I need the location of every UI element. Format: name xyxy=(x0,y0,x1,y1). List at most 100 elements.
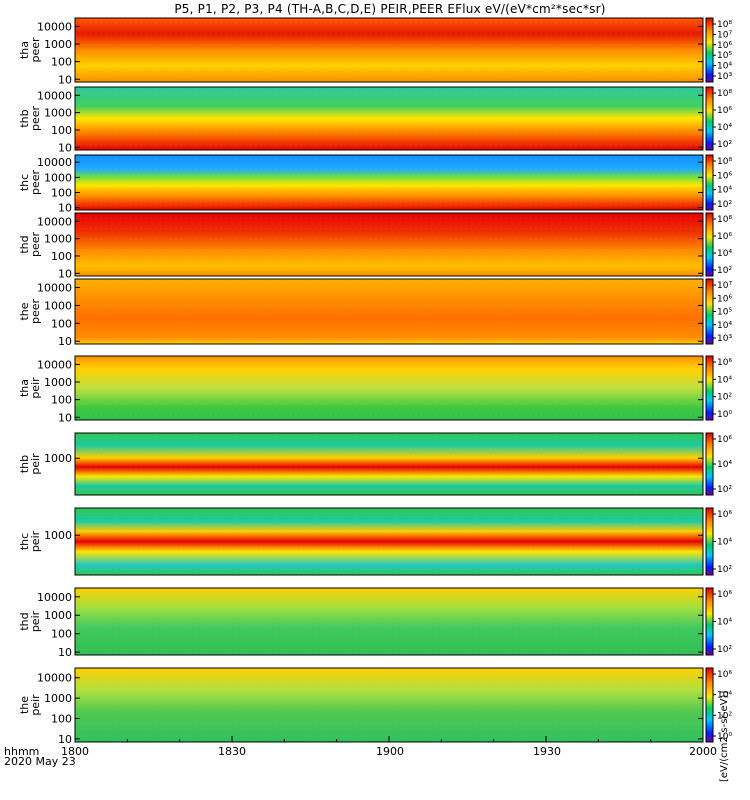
panel-label-the-peer: thepeer xyxy=(18,299,42,325)
y-tick-label: 1000 xyxy=(44,299,72,312)
y-tick-label: 10000 xyxy=(37,591,72,604)
panel-label-thd-peer: thdpeer xyxy=(18,232,42,258)
colorbar-the-peir xyxy=(705,667,714,743)
time-axis-label: hhmm xyxy=(4,745,40,758)
panel-frame xyxy=(74,355,704,421)
panel-label-thc-peer: thcpeer xyxy=(18,170,42,196)
colorbar-thd-peir xyxy=(705,587,714,656)
panel-label-probe: thc xyxy=(18,174,31,191)
panel-label-probe: thd xyxy=(18,612,31,630)
spectrogram-thc-peir xyxy=(75,508,703,575)
colorbar-tick-label: 10⁶ xyxy=(717,171,732,181)
y-tick-label: 10 xyxy=(58,202,72,215)
panel-label-probe: tha xyxy=(18,41,31,59)
colorbar-tick-label: 10⁷ xyxy=(717,30,732,40)
panel-label-probe: tha xyxy=(18,379,31,397)
spectrogram-thd-peir xyxy=(75,588,703,655)
panel-label-probe: the xyxy=(18,302,31,320)
y-tick-label: 1000 xyxy=(44,609,72,622)
colorbar-tick-label: 10³ xyxy=(717,334,732,344)
colorbar-tick-label: 10² xyxy=(717,485,732,495)
spectrogram-the-peer xyxy=(75,279,703,344)
panel-label-thb-peer: thbpeer xyxy=(18,106,42,132)
colorbar-tick-label: 10⁴ xyxy=(717,62,732,72)
y-tick-label: 10 xyxy=(58,73,72,86)
colorbar-thd-peer xyxy=(705,212,714,277)
colorbar-tha-peir xyxy=(705,355,714,421)
panel-frame xyxy=(74,17,704,83)
panel-frame xyxy=(74,154,704,211)
x-tick-label-0: 1800 xyxy=(61,745,89,758)
colorbar-tick-label: 10⁸ xyxy=(717,89,732,99)
colorbar-tick-label: 10² xyxy=(717,565,732,575)
colorbar-thc-peer xyxy=(705,154,714,211)
colorbar-tick-label: 10⁴ xyxy=(717,460,732,470)
colorbar-tick-label: 10⁴ xyxy=(717,249,732,259)
spectrogram-thb-peir xyxy=(75,433,703,495)
panel-label-probe: the xyxy=(18,696,31,714)
y-tick-label: 1000 xyxy=(44,452,72,465)
spectrogram-thd-peer xyxy=(75,213,703,276)
colorbar-tick-label: 10⁶ xyxy=(717,435,732,445)
panel-label-product: peir xyxy=(29,694,42,716)
y-tick-label: 10 xyxy=(58,411,72,424)
colorbar-tick-label: 10⁶ xyxy=(717,294,732,304)
date-label: 2020 May 23 xyxy=(4,755,76,768)
panel-label-probe: thd xyxy=(18,235,31,253)
panel-thc-peer: 10000 1000 100 10 thcpeer 10⁸ 10⁶ 10⁴ 10² xyxy=(18,154,732,215)
chart-title: P5, P1, P2, P3, P4 (TH-A,B,C,D,E) PEIR,P… xyxy=(174,2,606,16)
y-tick-label: 10000 xyxy=(37,20,72,33)
y-tick-label: 10 xyxy=(58,646,72,659)
y-tick-label: 1000 xyxy=(44,233,72,246)
panel-label-product: peer xyxy=(29,299,42,325)
colorbar-tick-label: 10⁴ xyxy=(717,321,732,331)
colorbar-tick-label: 10⁶ xyxy=(717,232,732,242)
spectrogram-the-peir xyxy=(75,668,703,742)
panel-label-product: peer xyxy=(29,232,42,258)
colorbar-tick-label: 10⁶ xyxy=(717,358,732,368)
spectrogram-tha-peer xyxy=(75,18,703,82)
x-tick-label-4: 2000 xyxy=(689,745,717,758)
colorbar-tick-label: 10⁴ xyxy=(717,691,732,701)
panel-label-thd-peir: thdpeir xyxy=(18,610,42,632)
colorbar-tick-label: 10⁸ xyxy=(717,20,732,30)
panel-label-tha-peir: thapeir xyxy=(18,377,42,399)
colorbar-tick-label: 10² xyxy=(717,266,732,276)
y-tick-label: 100 xyxy=(51,628,72,641)
spectrogram-tha-peir xyxy=(75,356,703,420)
panel-label-tha-peer: thapeer xyxy=(18,37,42,63)
y-tick-label: 100 xyxy=(51,124,72,137)
y-tick-label: 10000 xyxy=(37,358,72,371)
colorbar-tick-label: 10⁵ xyxy=(717,308,732,318)
colorbar-tick-label: 10⁴ xyxy=(717,618,732,628)
panel-frame xyxy=(74,86,704,151)
panel-label-probe: thb xyxy=(18,109,31,127)
colorbar-tick-label: 10² xyxy=(717,645,732,655)
panel-label-product: peer xyxy=(29,170,42,196)
panel-tha-peir: 10000 1000 100 10 thapeir 10⁶ 10⁴ 10² 10⁰ xyxy=(18,355,732,424)
colorbar-tick-label: 10³ xyxy=(717,72,732,82)
panel-label-product: peer xyxy=(29,37,42,63)
panel-label-probe: thb xyxy=(18,455,31,473)
colorbar-tick-label: 10⁶ xyxy=(717,590,732,600)
colorbar-tick-label: 10⁴ xyxy=(717,375,732,385)
panel-label-thb-peir: thbpeir xyxy=(18,453,42,475)
colorbar-tick-label: 10² xyxy=(717,711,732,721)
panel-thd-peer: 10000 1000 100 10 thdpeer 10⁸ 10⁶ 10⁴ 10² xyxy=(18,212,732,280)
colorbar-tick-label: 10⁷ xyxy=(717,281,732,291)
panel-frame xyxy=(74,278,704,345)
colorbar-tick-label: 10⁴ xyxy=(717,538,732,548)
y-tick-label: 1000 xyxy=(44,38,72,51)
panel-frame xyxy=(74,507,704,576)
colorbar-tick-label: 10⁵ xyxy=(717,51,732,61)
y-tick-label: 1000 xyxy=(44,529,72,542)
y-tick-label: 100 xyxy=(51,394,72,407)
panel-thb-peer: 10000 1000 100 10 thbpeer 10⁸ 10⁶ 10⁴ 10² xyxy=(18,86,732,154)
panel-the-peir: 10000 1000 100 10 thepeir 10⁶ 10⁴ 10² 10⁰ xyxy=(18,667,732,746)
panel-label-product: peir xyxy=(29,610,42,632)
panel-label-product: peir xyxy=(29,377,42,399)
